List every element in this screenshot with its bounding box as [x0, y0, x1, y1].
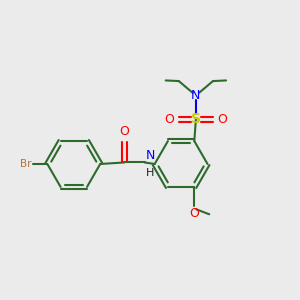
Text: O: O [189, 207, 199, 220]
Text: N: N [191, 89, 201, 103]
Text: O: O [119, 125, 129, 139]
Text: N: N [146, 148, 155, 161]
Text: S: S [191, 112, 201, 126]
Text: H: H [146, 168, 154, 178]
Text: Br: Br [20, 159, 32, 169]
Text: O: O [218, 113, 227, 126]
Text: O: O [164, 113, 174, 126]
